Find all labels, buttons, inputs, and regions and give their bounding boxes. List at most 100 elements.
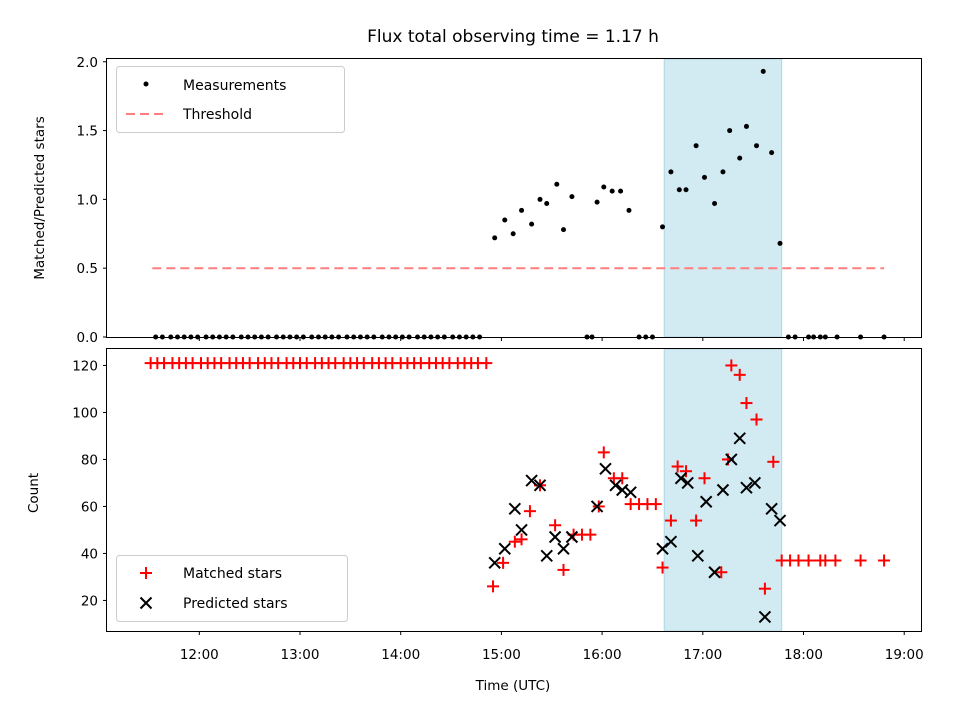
x-axis: 12:00 13:00 14:00 15:00 16:00 17:00 18:00 19:00 [180, 631, 924, 663]
x-tick-label: 15:00 [482, 647, 521, 663]
legend: Measurements Threshold [116, 66, 345, 133]
y-tick-label: 120 [72, 358, 98, 374]
matched-star-point [656, 561, 669, 574]
legend-box [116, 555, 348, 622]
predicted-star-point [733, 432, 746, 445]
x-tick-label: 19:00 [885, 647, 924, 663]
measurement-point [618, 188, 624, 194]
predicted-star-point [540, 549, 553, 563]
y-axis-label: Count [26, 473, 42, 513]
marker-stroke [557, 542, 570, 555]
matched-star-point [549, 519, 562, 532]
measurement-point [754, 143, 760, 149]
matched-star-point [597, 446, 610, 459]
marker-stroke [599, 462, 612, 476]
predicted-star-point [740, 481, 753, 494]
matched-star-point [523, 505, 536, 518]
matched-star-point [592, 500, 605, 513]
y-tick-label: 20 [81, 593, 98, 609]
matched-star-point [584, 528, 597, 541]
matched-star-point [802, 554, 815, 567]
measurement-point [683, 187, 689, 193]
marker-stroke [540, 549, 553, 563]
highlight-span [663, 58, 783, 338]
x-tick-label: 16:00 [583, 647, 622, 663]
measurement-point [760, 68, 766, 74]
legend-matched: Matched stars [183, 566, 282, 582]
x-tick-label: 14:00 [381, 647, 420, 663]
matched-star-point [671, 460, 684, 473]
marker-stroke [498, 542, 511, 555]
matched-star-point [480, 357, 493, 370]
measurement-point [544, 201, 550, 207]
measurement-point [492, 235, 498, 241]
matched-star-point [767, 455, 780, 468]
y-tick-label: 40 [81, 546, 98, 562]
marker-stroke [609, 479, 622, 492]
ratio-panel: Flux total observing time = 1.17 h Match… [32, 27, 922, 346]
matched-star-point [698, 472, 711, 485]
y-tick-label: 80 [81, 452, 98, 468]
predicted-star-point [533, 479, 547, 492]
marker-stroke [674, 472, 688, 485]
measurement-point [701, 174, 707, 180]
predicted-star-point [599, 462, 612, 476]
plot-frame [106, 348, 922, 632]
x-axis-label: Time (UTC) [475, 678, 551, 694]
predicted-star-point [716, 483, 730, 497]
measurement-point [569, 194, 575, 200]
marker-stroke [748, 476, 762, 490]
marker-stroke [525, 474, 538, 487]
y-tick-label: 1.5 [77, 124, 98, 140]
matched-star-point [487, 580, 500, 593]
matched-star-point [515, 533, 528, 546]
y-axis-label: Matched/Predicted stars [32, 116, 48, 279]
matched-star-point [725, 359, 738, 372]
marker-stroke [565, 530, 579, 544]
marker-stroke [515, 523, 528, 537]
legend-threshold: Threshold [182, 107, 252, 123]
marker-stroke [590, 500, 604, 513]
measurement-point [676, 187, 682, 193]
predicted-star-point [557, 542, 570, 555]
marker-stroke [758, 610, 772, 624]
matched-star-point [758, 582, 771, 595]
matched-star-point [664, 514, 677, 527]
predicted-star-point [508, 502, 522, 516]
predicted-star-point [609, 479, 622, 492]
predicted-star-point [765, 502, 778, 516]
measurement-point [737, 155, 743, 161]
legend: Matched stars Predicted stars [116, 555, 348, 622]
y-tick-label: 100 [72, 405, 98, 421]
legend-measurement-marker [143, 81, 149, 87]
y-tick-label: 0.0 [77, 330, 98, 346]
marker-stroke [740, 481, 753, 494]
predicted-star-point [748, 476, 762, 490]
predicted-star-point [548, 530, 562, 544]
predicted-star-point [758, 610, 772, 624]
predicted-star-point [681, 476, 694, 490]
measurement-point [668, 169, 674, 175]
matched-star-point [829, 554, 842, 567]
y-tick-label: 60 [81, 499, 98, 515]
matched-star-point [733, 368, 746, 381]
measurement-point [693, 143, 699, 149]
measurement-point [660, 224, 666, 230]
marker-stroke [533, 479, 547, 492]
measurement-point [720, 169, 726, 175]
predicted-star-point [708, 566, 721, 579]
predicted-star-point [691, 549, 704, 563]
marker-stroke [508, 502, 522, 516]
marker-stroke [716, 483, 730, 497]
count-panel: Count Time (UTC) 20 40 60 80 100 120 12:00 13:… [26, 348, 924, 694]
matched-star-point [616, 472, 629, 485]
legend-measurements: Measurements [183, 78, 286, 94]
marker-stroke [765, 502, 778, 516]
measurement-point [594, 199, 600, 205]
matched-star-point [680, 465, 693, 478]
predicted-star-point [699, 495, 713, 508]
matched-star-point [792, 554, 805, 567]
y-tick-label: 2.0 [77, 55, 98, 71]
measurement-point [529, 221, 535, 227]
